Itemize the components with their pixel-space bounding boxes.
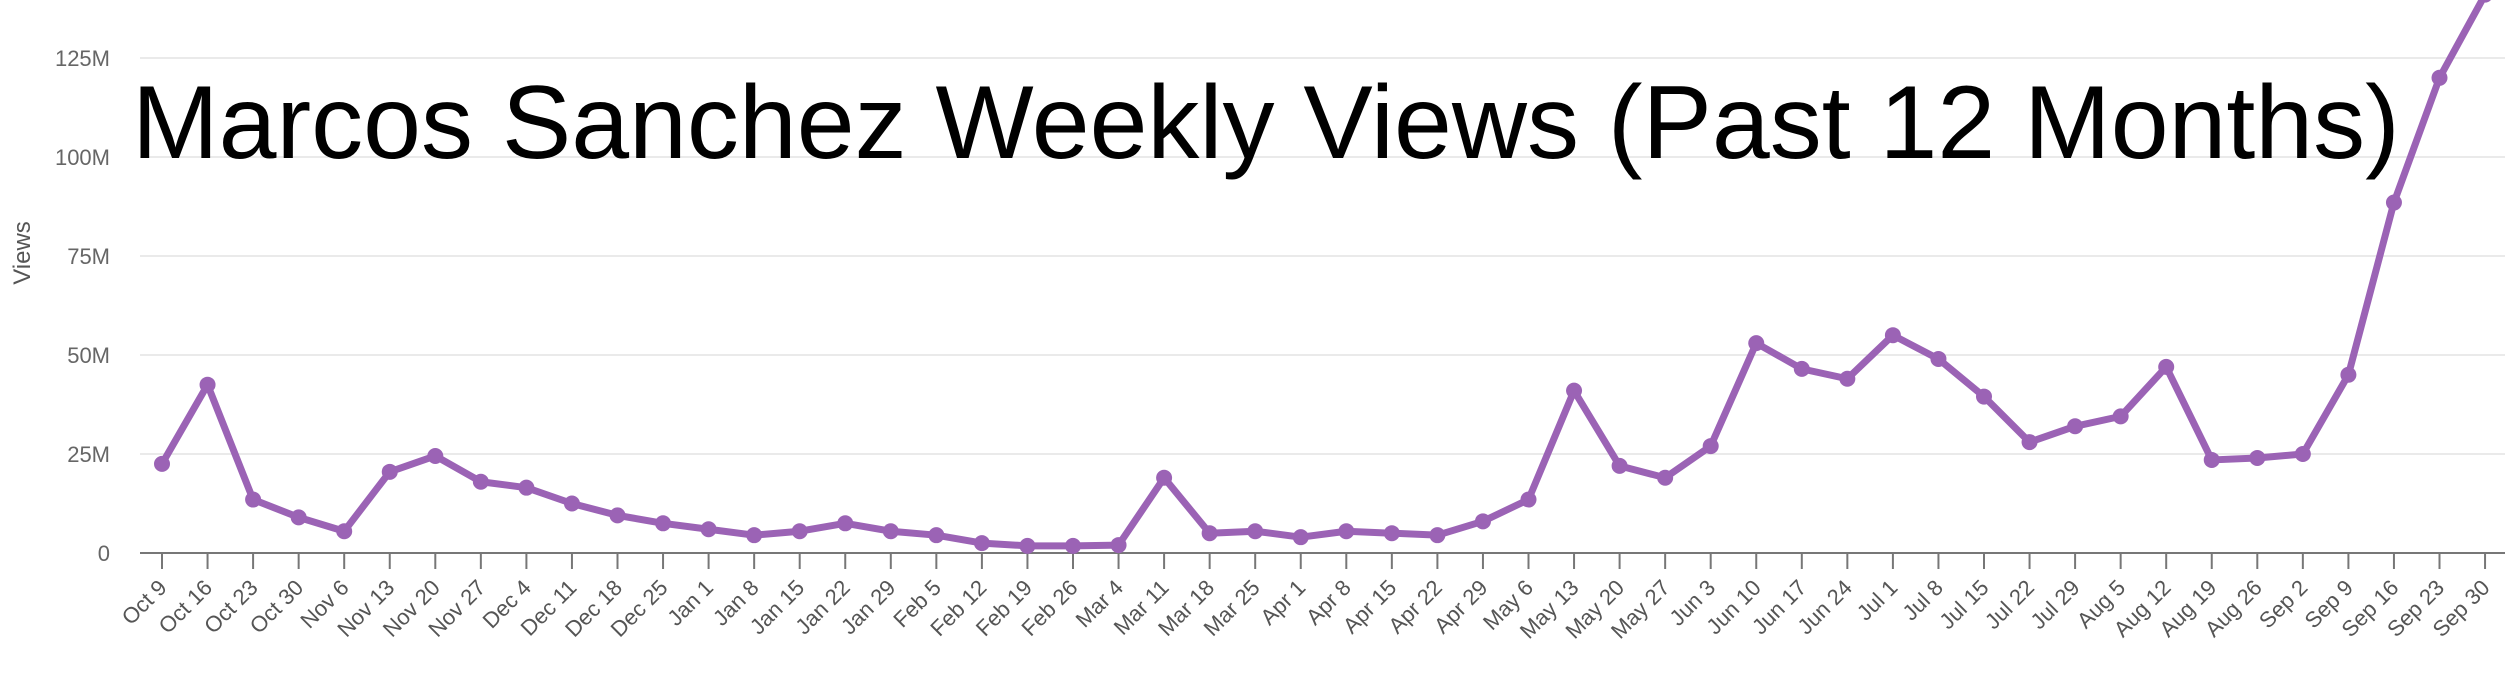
data-point-40 xyxy=(1976,388,1992,405)
data-point-49 xyxy=(2385,194,2402,211)
data-point-13 xyxy=(746,527,763,544)
data-point-11 xyxy=(655,515,672,532)
data-point-15 xyxy=(837,515,854,532)
x-tick-label-12: Jan 1 xyxy=(662,575,718,631)
data-point-32 xyxy=(1611,457,1628,474)
data-point-41 xyxy=(2021,434,2038,451)
data-point-36 xyxy=(1793,360,1810,377)
data-point-38 xyxy=(1884,327,1901,344)
data-point-47 xyxy=(2294,446,2311,462)
data-point-17 xyxy=(928,527,945,544)
data-point-16 xyxy=(882,523,899,540)
y-axis-ticks: 0 25M 50M 75M 100M 125M xyxy=(55,46,110,566)
y-tick-label-0: 0 xyxy=(98,541,110,566)
data-point-5 xyxy=(381,463,398,480)
data-point-23 xyxy=(1201,525,1218,542)
data-point-27 xyxy=(1383,525,1400,542)
data-points xyxy=(154,0,2491,554)
data-point-31 xyxy=(1566,382,1583,399)
grid-lines xyxy=(140,57,2505,455)
data-point-37 xyxy=(1839,370,1856,387)
data-point-20 xyxy=(1065,537,1081,554)
data-point-19 xyxy=(1019,537,1036,554)
data-point-4 xyxy=(336,523,353,540)
y-tick-label-3: 75M xyxy=(67,244,110,269)
data-point-10 xyxy=(609,507,626,524)
y-tick-label-5: 125M xyxy=(55,46,110,71)
data-point-7 xyxy=(472,473,489,490)
data-point-26 xyxy=(1338,523,1355,540)
data-point-51 xyxy=(2479,0,2491,3)
data-point-30 xyxy=(1520,491,1537,508)
data-point-34 xyxy=(1702,438,1719,455)
data-point-0 xyxy=(154,455,170,472)
data-point-3 xyxy=(290,509,307,526)
data-point-48 xyxy=(2340,366,2357,383)
data-point-46 xyxy=(2249,449,2266,466)
data-point-12 xyxy=(700,521,717,538)
y-tick-label-2: 50M xyxy=(67,343,110,368)
y-tick-label-4: 100M xyxy=(55,145,110,170)
data-point-22 xyxy=(1156,469,1173,486)
data-point-25 xyxy=(1292,529,1309,546)
x-tick-label-25: Apr 1 xyxy=(1255,575,1310,630)
data-point-42 xyxy=(2067,418,2084,435)
data-point-9 xyxy=(563,495,580,512)
x-tick-label-40: Jul 15 xyxy=(1934,575,1993,634)
data-point-39 xyxy=(1930,350,1947,367)
x-tick-label-47: Sep 2 xyxy=(2254,575,2312,633)
data-point-50 xyxy=(2431,69,2448,86)
data-point-6 xyxy=(427,447,444,464)
x-tick-label-41: Jul 22 xyxy=(1980,575,2039,634)
data-point-43 xyxy=(2112,408,2129,425)
data-point-33 xyxy=(1657,469,1674,486)
data-point-45 xyxy=(2203,451,2220,468)
data-point-44 xyxy=(2158,358,2175,375)
data-point-28 xyxy=(1429,527,1446,544)
data-point-18 xyxy=(973,535,990,552)
data-point-14 xyxy=(791,523,808,540)
data-point-1 xyxy=(199,376,216,393)
data-point-35 xyxy=(1748,335,1765,352)
data-point-2 xyxy=(245,491,262,508)
series-line xyxy=(158,0,2487,550)
x-tick-label-38: Jul 1 xyxy=(1852,575,1903,626)
y-axis-title: Views xyxy=(9,221,36,285)
chart-title: Marcos Sanchez Weekly Views (Past 12 Mon… xyxy=(132,65,2400,181)
data-point-29 xyxy=(1474,513,1491,530)
y-tick-label-1: 25M xyxy=(67,442,110,467)
data-point-24 xyxy=(1247,523,1264,540)
data-point-21 xyxy=(1110,537,1127,554)
x-tick-label-42: Jul 29 xyxy=(2025,575,2084,634)
data-point-8 xyxy=(518,479,535,496)
